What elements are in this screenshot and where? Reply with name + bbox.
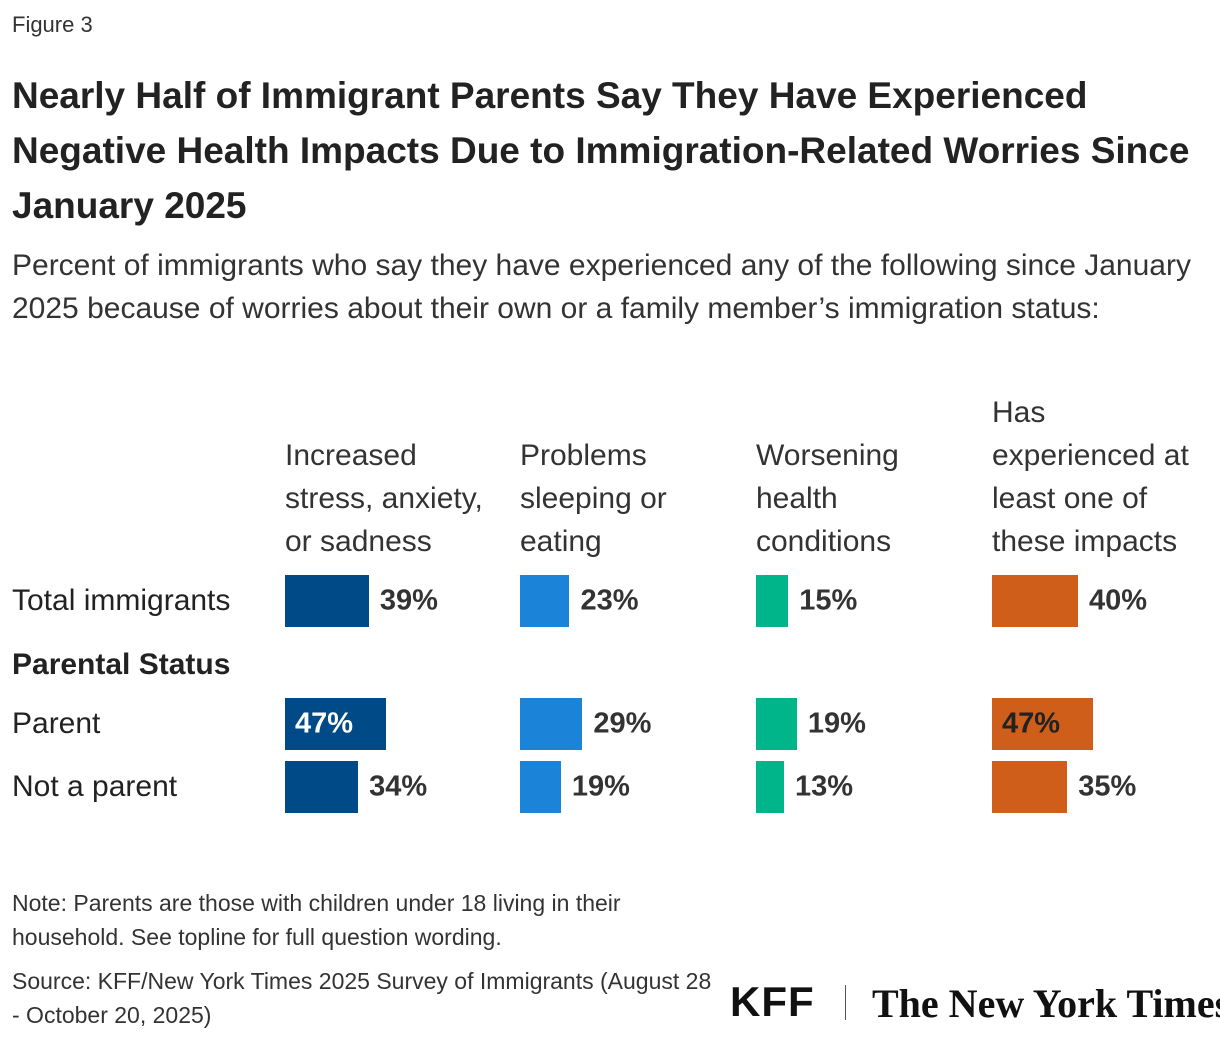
value-label: 35% [1078, 770, 1137, 803]
bar [285, 698, 387, 750]
value-label: 19% [807, 707, 866, 740]
value-label: 47% [295, 707, 354, 740]
figure-label: Figure 3 [12, 12, 93, 37]
logo: KFF [730, 978, 815, 1025]
value-label: 34% [369, 770, 428, 803]
value-label: 19% [571, 770, 630, 803]
bar [756, 698, 797, 750]
chart-title: Nearly Half of Immigrant Parents Say The… [12, 75, 1190, 226]
bar [520, 761, 561, 813]
row-label: Parent [12, 707, 101, 740]
bar [520, 575, 570, 627]
logo: The New York Times [872, 981, 1220, 1026]
note: Note: Parents are those with children un… [12, 890, 621, 950]
bar [992, 698, 1094, 750]
chart-subtitle: Percent of immigrants who say they have … [12, 249, 1191, 325]
value-label: 47% [1002, 707, 1061, 740]
bar [756, 575, 789, 627]
column-header: Has experienced at least one of these im… [992, 396, 1189, 558]
column-header: Problems sleeping or eating [520, 439, 667, 558]
bar [756, 761, 784, 813]
row-label: Not a parent [12, 770, 178, 803]
value-label: 15% [799, 584, 858, 617]
column-header: Increased stress, anxiety, or sadness [285, 439, 483, 558]
value-label: 23% [580, 584, 639, 617]
bar [520, 698, 583, 750]
source: Source: KFF/New York Times 2025 Survey o… [12, 968, 712, 1028]
row-label: Total immigrants [12, 584, 231, 617]
value-label: 13% [794, 770, 853, 803]
bar [285, 761, 359, 813]
value-label: 40% [1089, 584, 1148, 617]
value-label: 29% [593, 707, 652, 740]
separator [845, 985, 846, 1020]
column-header: Worsening health conditions [756, 439, 899, 558]
value-label: 39% [379, 584, 438, 617]
bar [992, 761, 1068, 813]
group-label: Parental Status [12, 648, 231, 681]
bar [992, 575, 1078, 627]
bar [285, 575, 369, 627]
